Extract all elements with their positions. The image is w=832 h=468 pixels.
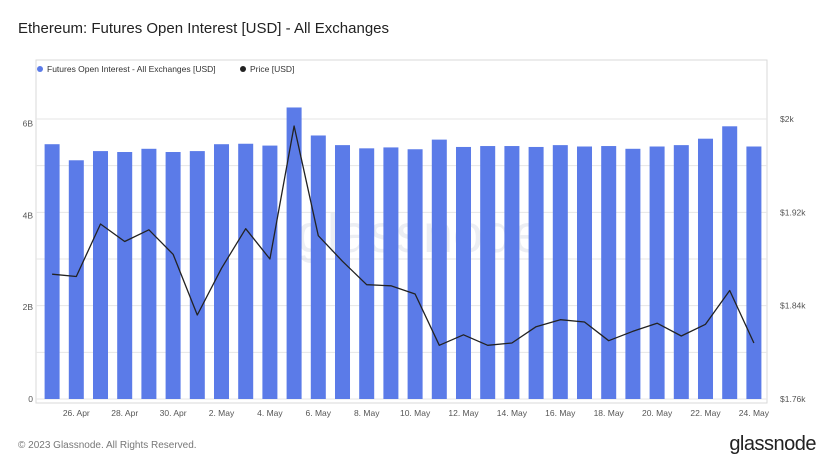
open-interest-bar <box>673 145 689 399</box>
open-interest-bar <box>649 146 665 399</box>
open-interest-bar <box>480 146 496 399</box>
plot-area-border <box>35 59 768 404</box>
left-axis-tick-label: 4B <box>23 210 34 220</box>
x-axis: 26. Apr 28. Apr 30. Apr 2. May 4. May 6. May 8… <box>63 408 770 418</box>
x-axis-tick-label: 22. May <box>690 408 721 418</box>
right-axis-tick-label: $1.84k <box>780 301 806 311</box>
open-interest-bar <box>359 148 375 399</box>
glassnode-logo: glassnode <box>729 433 816 455</box>
open-interest-bar <box>310 135 326 399</box>
left-axis-tick-label: 6B <box>23 119 34 129</box>
left-axis-tick-label: 0 <box>28 394 33 404</box>
open-interest-bar <box>746 146 762 399</box>
legend[interactable]: Futures Open Interest - All Exchanges [U… <box>37 64 294 74</box>
open-interest-bar <box>431 139 447 399</box>
right-axis-tick-label: $1.76k <box>780 394 806 404</box>
legend-label-open-interest[interactable]: Futures Open Interest - All Exchanges [U… <box>47 64 216 74</box>
x-axis-tick-label: 18. May <box>594 408 625 418</box>
x-axis-tick-label: 30. Apr <box>160 408 187 418</box>
open-interest-bar <box>92 151 109 399</box>
open-interest-bar <box>44 144 60 399</box>
x-axis-tick-label: 4. May <box>257 408 283 418</box>
x-axis-tick-label: 20. May <box>642 408 673 418</box>
left-axis: 0 2B 4B 6B <box>23 119 34 404</box>
x-axis-tick-label: 14. May <box>497 408 528 418</box>
open-interest-bar <box>117 152 133 399</box>
copyright-text: © 2023 Glassnode. All Rights Reserved. <box>18 440 197 451</box>
x-axis-tick-label: 16. May <box>545 408 576 418</box>
right-axis-tick-label: $1.92k <box>780 207 806 217</box>
x-axis-tick-label: 26. Apr <box>63 408 90 418</box>
legend-label-price[interactable]: Price [USD] <box>250 64 294 74</box>
x-axis-tick-label: 24. May <box>739 408 770 418</box>
open-interest-bar <box>697 138 714 400</box>
open-interest-bar <box>189 151 205 399</box>
open-interest-bar <box>334 145 351 399</box>
open-interest-bar <box>455 146 472 399</box>
open-interest-bar <box>528 146 544 399</box>
x-axis-tick-label: 6. May <box>306 408 332 418</box>
open-interest-bar <box>68 160 84 399</box>
x-axis-tick-label: 10. May <box>400 408 431 418</box>
open-interest-bar <box>625 148 641 399</box>
right-axis-tick-label: $2k <box>780 114 794 124</box>
open-interest-bar <box>213 144 230 399</box>
legend-swatch-open-interest <box>37 66 43 72</box>
left-axis-tick-label: 2B <box>23 302 34 312</box>
grid-lines <box>36 118 767 400</box>
open-interest-bar <box>383 147 399 399</box>
open-interest-bar <box>262 145 278 399</box>
open-interest-bar <box>552 145 568 399</box>
open-interest-bar <box>165 152 181 399</box>
price-line <box>52 125 755 346</box>
x-axis-tick-label: 12. May <box>448 408 479 418</box>
open-interest-bar <box>407 149 423 399</box>
open-interest-bar <box>576 146 593 399</box>
open-interest-bar <box>286 107 302 400</box>
bars <box>44 107 762 400</box>
x-axis-tick-label: 28. Apr <box>111 408 138 418</box>
open-interest-bar <box>238 143 254 399</box>
right-axis: $1.76k $1.84k $1.92k $2k <box>780 114 806 404</box>
price-line-group <box>52 125 755 346</box>
legend-swatch-price <box>240 66 246 72</box>
open-interest-bar <box>601 146 617 399</box>
x-axis-tick-label: 2. May <box>209 408 235 418</box>
open-interest-bar <box>722 126 738 400</box>
x-axis-tick-label: 8. May <box>354 408 380 418</box>
open-interest-bar <box>504 146 520 399</box>
chart-title: Ethereum: Futures Open Interest [USD] - … <box>18 20 390 37</box>
open-interest-bar <box>141 148 157 399</box>
